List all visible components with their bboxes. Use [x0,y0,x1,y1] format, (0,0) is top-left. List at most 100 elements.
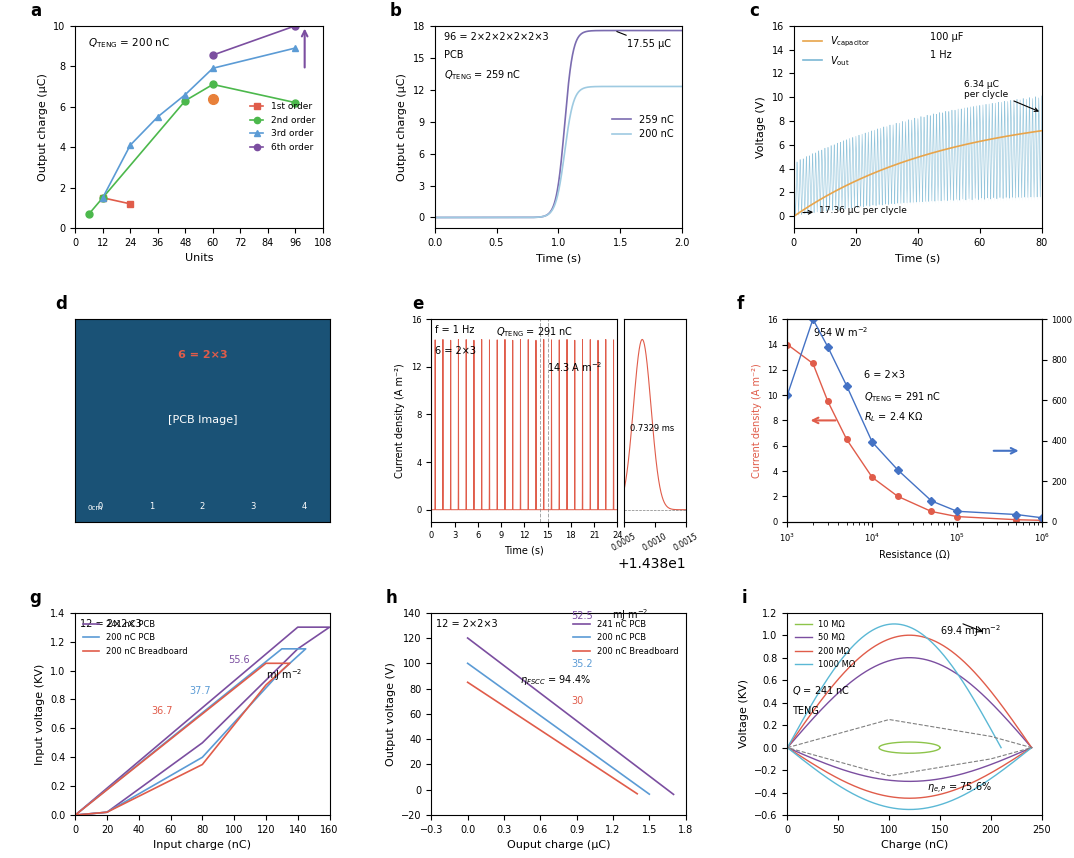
200 MΩ [910,793,923,803]
200 nC [453,212,466,222]
Text: TENG: TENG [793,706,819,716]
200 nC Breadboard [549,734,562,745]
200 nC PCB [634,782,647,793]
Text: a: a [30,2,42,20]
Text: h: h [386,589,397,607]
Line: 200 MΩ: 200 MΩ [787,747,1032,798]
10 MΩ [903,748,916,758]
200 nC Breadboard [500,703,513,713]
Legend: 241 nC PCB, 200 nC PCB, 200 nC Breadboard: 241 nC PCB, 200 nC PCB, 200 nC Breadboar… [79,617,191,659]
241 nC PCB [291,644,304,654]
241 nC PCB [323,622,336,632]
200 nC [429,212,441,222]
Text: i: i [742,589,748,607]
50 MΩ [825,760,838,770]
200 nC PCB [291,644,304,654]
241 nC PCB [584,726,597,736]
50 MΩ [880,775,892,785]
Line: 200 nC Breadboard: 200 nC Breadboard [75,663,290,815]
241 nC PCB [69,810,82,820]
Text: PCB: PCB [445,50,464,60]
200 nC PCB [101,807,114,818]
200 nC [622,82,635,92]
Text: e: e [412,295,424,313]
200 nC [676,82,688,92]
200 nC Breadboard [563,744,576,754]
259 nC [598,26,611,36]
Text: 55.6: 55.6 [228,656,249,665]
1000 MΩ [781,742,794,752]
1000 MΩ [875,801,888,811]
Line: 3rd order: 3rd order [99,45,299,202]
200 nC Breadboard [69,810,82,820]
2nd order [289,98,302,108]
X-axis label: Resistance (Ω): Resistance (Ω) [879,549,950,559]
50 MΩ [786,745,799,755]
259 nC [528,212,541,222]
259 nC [453,212,466,222]
200 nC PCB [504,689,517,699]
259 nC [429,212,441,222]
Text: 4: 4 [302,503,307,511]
241 nC PCB [567,713,580,723]
Text: 17.55 μC: 17.55 μC [616,32,670,49]
3rd order [97,193,110,203]
Text: 30: 30 [571,696,583,706]
Text: 69.4 mJ m$^{-2}$: 69.4 mJ m$^{-2}$ [940,623,1001,638]
259 nC [676,26,688,36]
Line: 200 nC PCB: 200 nC PCB [75,649,306,815]
Text: 1 Hz: 1 Hz [930,50,952,60]
Line: 241 nC PCB: 241 nC PCB [75,627,330,815]
1000 MΩ [1026,742,1039,752]
Text: 1: 1 [149,503,154,511]
Text: 6 = 2×3: 6 = 2×3 [177,349,228,360]
Text: 12 = 2×2×3: 12 = 2×2×3 [81,619,142,629]
259 nC [626,26,639,36]
Text: 954 W m$^{-2}$: 954 W m$^{-2}$ [813,325,868,339]
50 MΩ [892,776,905,786]
200 MΩ [781,742,794,752]
241 nC PCB [656,782,669,792]
Line: 6th order: 6th order [209,22,299,58]
Legend: 241 nC PCB, 200 nC PCB, 200 nC Breadboard: 241 nC PCB, 200 nC PCB, 200 nC Breadboar… [570,617,682,659]
Text: 6.34 μC
per clycle: 6.34 μC per clycle [964,80,1039,112]
1st order [124,199,136,209]
Text: 6 = 2×3: 6 = 2×3 [863,370,904,380]
200 nC PCB [643,789,656,800]
200 nC [626,82,639,92]
200 MΩ [1026,742,1039,752]
Legend: 10 MΩ, 50 MΩ, 200 MΩ, 1000 MΩ: 10 MΩ, 50 MΩ, 200 MΩ, 1000 MΩ [792,617,859,672]
Y-axis label: Output voltage (V): Output voltage (V) [386,662,395,766]
Text: $Q$ = 241 nC: $Q$ = 241 nC [793,684,851,697]
50 MΩ [781,742,794,752]
Text: 0: 0 [98,503,103,511]
Text: f: f [737,295,744,313]
Text: $\eta_{e,P}$ = 75.6%: $\eta_{e,P}$ = 75.6% [927,781,992,795]
Text: d: d [55,295,67,313]
200 nC Breadboard [260,680,273,690]
1000 MΩ [903,804,916,814]
200 nC PCB [555,726,568,736]
1000 MΩ [879,801,891,812]
Text: b: b [390,2,402,20]
Text: $Q_{\mathrm{TENG}}$ = 259 nC: $Q_{\mathrm{TENG}}$ = 259 nC [445,69,521,82]
200 nC PCB [275,666,288,676]
200 nC Breadboard [101,807,114,818]
200 nC PCB [195,752,208,763]
Text: f = 1 Hz: f = 1 Hz [435,325,475,335]
259 nC [622,26,635,36]
3rd order [289,43,302,53]
200 MΩ [903,793,916,803]
200 nC Breadboard [622,783,635,794]
200 nC PCB [69,810,82,820]
X-axis label: Time (s): Time (s) [536,253,581,263]
1000 MΩ [803,760,816,770]
200 nC PCB [628,778,641,789]
200 nC Breadboard [69,810,82,820]
X-axis label: Time (s): Time (s) [896,253,941,263]
241 nC PCB [315,622,328,632]
241 nC PCB [461,633,474,644]
X-axis label: Input charge (nC): Input charge (nC) [154,840,251,850]
Line: 50 MΩ: 50 MΩ [787,747,1032,782]
241 nC PCB [69,810,82,820]
